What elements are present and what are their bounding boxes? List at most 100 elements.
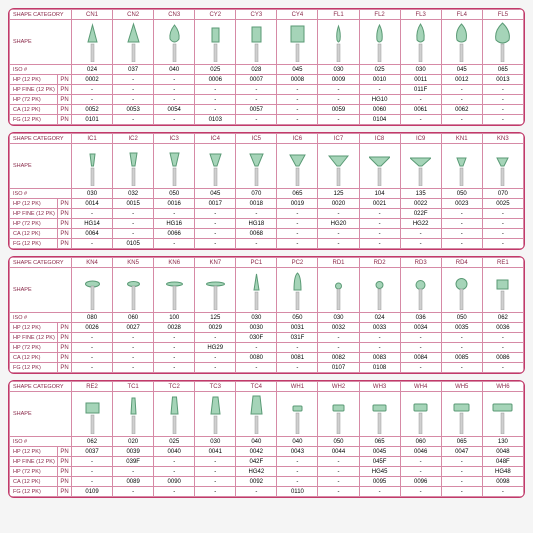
cell-value: - [400,487,441,497]
row-hp12: HP (12 PK) [10,199,58,209]
iso-value: 080 [72,313,113,323]
iso-value: 037 [113,65,154,75]
cell-value: - [195,333,236,343]
cell-value: - [236,85,277,95]
col-header: TC2 [154,382,195,392]
row-shape-category: SHAPE CATEGORY [10,134,72,144]
cell-value: 0081 [277,353,318,363]
cell-value: HG48 [482,467,523,477]
row-hp72: HP (72 PK) [10,343,58,353]
cell-value: - [72,467,113,477]
cell-value: - [236,343,277,353]
cell-value: - [195,363,236,373]
cell-value: - [482,219,523,229]
cell-value: 0029 [195,323,236,333]
shape-icon [113,392,154,437]
cell-value: 022F [400,209,441,219]
col-header: CN1 [72,10,113,20]
iso-value: 030 [400,65,441,75]
cell-value: - [277,343,318,353]
row-hp72: HP (72 PK) [10,467,58,477]
shape-panel: SHAPE CATEGORYRE2TC1TC2TC3TC4WH1WH2WH3WH… [8,380,525,498]
cell-value: - [277,467,318,477]
cell-value: 0011 [400,75,441,85]
iso-value: 036 [400,313,441,323]
cell-value: 0012 [441,75,482,85]
cell-value: HG45 [359,467,400,477]
cell-value: 0013 [482,75,523,85]
cell-value: HG14 [72,219,113,229]
shape-icon [441,268,482,313]
cell-value: - [482,95,523,105]
cell-value: - [277,209,318,219]
cell-value: - [113,467,154,477]
cell-value: 0082 [318,353,359,363]
col-header: RD4 [441,258,482,268]
cell-value: 0026 [72,323,113,333]
cell-value: - [277,115,318,125]
col-header: PC2 [277,258,318,268]
row-hp12: HP (12 PK) [10,75,58,85]
shape-icon [72,268,113,313]
cell-value: - [441,239,482,249]
shape-icon [154,268,195,313]
row-hp72: HP (72 PK) [10,219,58,229]
shape-icon [195,144,236,189]
shape-icon [441,20,482,65]
pn-label: PN [58,105,72,115]
cell-value: - [400,115,441,125]
cell-value: - [441,363,482,373]
row-hpfine12: HP FINE (12 PK) [10,209,58,219]
row-hpfine12: HP FINE (12 PK) [10,457,58,467]
cell-value: - [400,229,441,239]
shape-icon [236,392,277,437]
iso-value: 062 [482,313,523,323]
cell-value: HG18 [236,219,277,229]
col-header: WH3 [359,382,400,392]
col-header: WH5 [441,382,482,392]
shape-icon [441,144,482,189]
cell-value: - [113,85,154,95]
col-header: CY3 [236,10,277,20]
pn-label: PN [58,447,72,457]
shape-icon [359,20,400,65]
cell-value: - [72,363,113,373]
shape-icon [318,20,359,65]
cell-value: HG16 [154,219,195,229]
cell-value: - [154,353,195,363]
cell-value: - [318,487,359,497]
col-header: RD2 [359,258,400,268]
cell-value: 0089 [113,477,154,487]
iso-value: 065 [441,437,482,447]
cell-value: 0101 [72,115,113,125]
cell-value: - [441,219,482,229]
cell-value: 0031 [277,323,318,333]
cell-value: 045F [359,457,400,467]
cell-value: 0062 [441,105,482,115]
cell-value: - [318,457,359,467]
iso-value: 125 [195,313,236,323]
cell-value: - [400,333,441,343]
cell-value: 0041 [195,447,236,457]
iso-value: 045 [277,65,318,75]
iso-value: 030 [318,313,359,323]
cell-value: 0016 [154,199,195,209]
col-header: IC3 [154,134,195,144]
cell-value: - [195,239,236,249]
row-hp12: HP (12 PK) [10,323,58,333]
col-header: FL5 [482,10,523,20]
row-fg12: FG (12 PK) [10,115,58,125]
row-shape: SHAPE [10,392,72,437]
cell-value: 0017 [195,199,236,209]
cell-value: - [195,467,236,477]
row-ca12: CA (12 PK) [10,229,58,239]
row-iso: ISO # [10,437,72,447]
cell-value: - [277,105,318,115]
cell-value: 0110 [277,487,318,497]
cell-value: - [195,487,236,497]
cell-value: - [441,457,482,467]
iso-value: 135 [400,189,441,199]
pn-label: PN [58,457,72,467]
iso-value: 065 [482,65,523,75]
cell-value: - [113,219,154,229]
